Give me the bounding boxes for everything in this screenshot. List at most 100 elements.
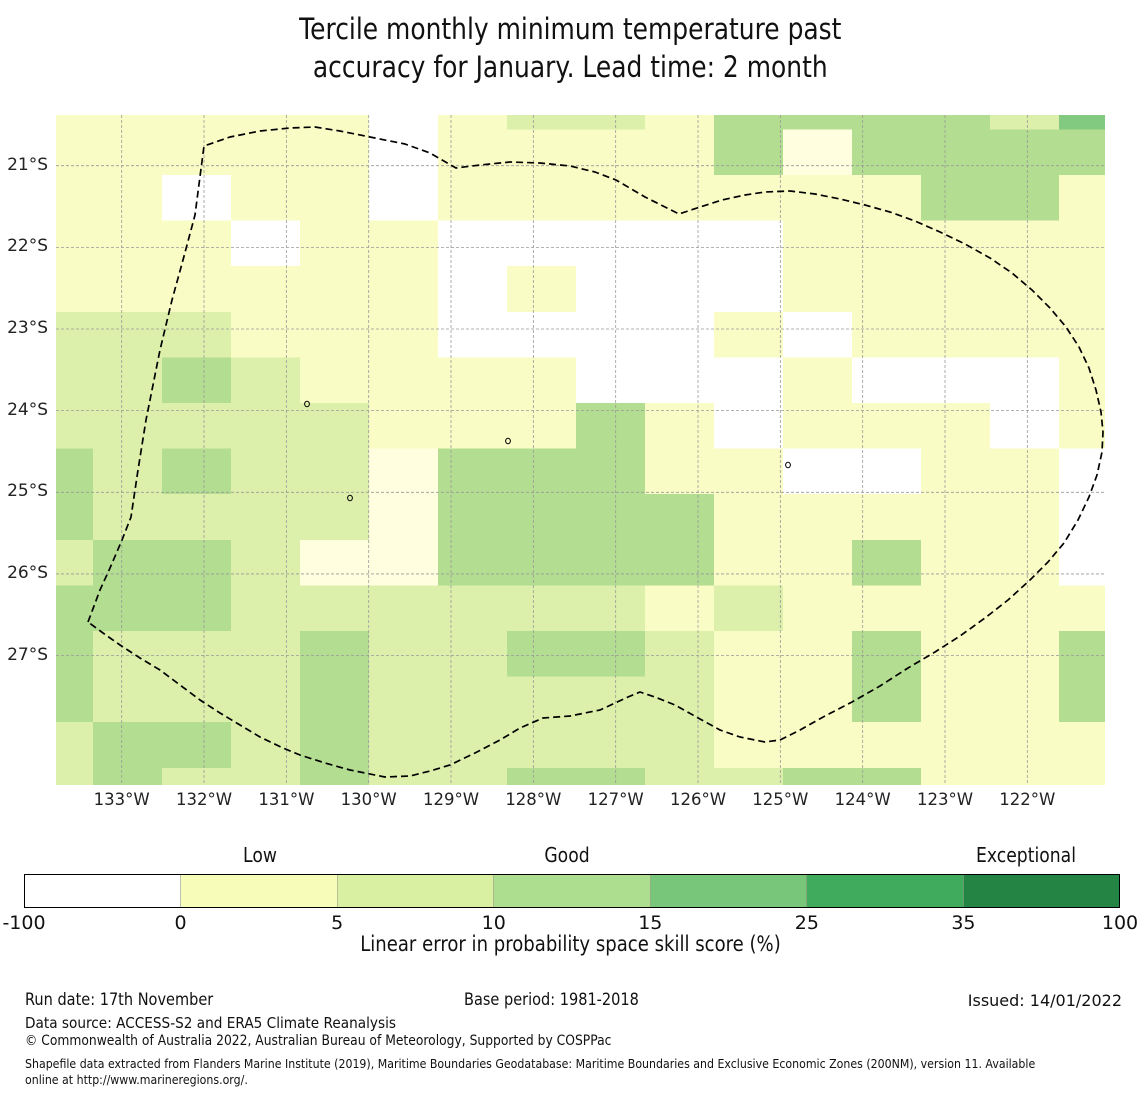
heatmap-cell [300, 175, 369, 221]
heatmap-cell [231, 357, 300, 403]
heatmap-cell [921, 357, 990, 403]
heatmap-cell [852, 494, 921, 540]
heatmap-cell [438, 585, 507, 631]
heatmap-cell [714, 494, 783, 540]
heatmap-cell [576, 494, 645, 540]
heatmap-cell [93, 175, 162, 221]
heatmap-cell [576, 266, 645, 312]
heatmap-cell [645, 539, 714, 586]
heatmap-cell [921, 266, 990, 312]
heatmap-cell [162, 585, 231, 631]
heatmap-cell [56, 631, 93, 677]
heatmap-cell [1059, 448, 1105, 495]
heatmap-cell [162, 767, 231, 785]
heatmap-cell [576, 585, 645, 631]
heatmap-cell [231, 494, 300, 540]
heatmap-cell [300, 357, 369, 403]
heatmap-cell [783, 767, 852, 785]
heatmap-cell [921, 403, 990, 449]
heatmap-cell [852, 129, 921, 175]
colorbar-tick-label: 100 [1101, 912, 1139, 934]
heatmap-cell [438, 266, 507, 312]
lat-tick-label: 26°S [7, 562, 48, 583]
heatmap-cell [231, 403, 300, 449]
heatmap-cell [852, 220, 921, 267]
heatmap-cell [576, 631, 645, 677]
colorbar-tick-label: -100 [2, 912, 46, 934]
colorbar-caption: Linear error in probability space skill … [359, 932, 781, 956]
heatmap-cell [507, 585, 576, 631]
heatmap-cell [438, 220, 507, 267]
lat-tick-label: 22°S [7, 236, 48, 257]
heatmap-cell [990, 631, 1059, 677]
heatmap-cell [369, 115, 438, 130]
heatmap-cell [438, 676, 507, 723]
heatmap-cell [162, 494, 231, 540]
run-date: Run date: 17th November [25, 990, 214, 1009]
heatmap-cell [369, 403, 438, 449]
lat-tick-label: 21°S [7, 154, 48, 175]
issued-date: Issued: 14/01/2022 [967, 991, 1122, 1010]
heatmap-cell [576, 357, 645, 403]
heatmap-cell [56, 585, 93, 631]
heatmap-cell [852, 631, 921, 677]
heatmap-cell [507, 676, 576, 723]
heatmap-cell [56, 448, 93, 495]
heatmap-cell [1059, 767, 1105, 785]
heatmap-cell [1059, 403, 1105, 449]
lat-tick-label: 25°S [7, 481, 48, 502]
heatmap-cell [576, 115, 645, 130]
heatmap-cell [300, 129, 369, 175]
heatmap-cell [714, 311, 783, 358]
heatmap-cell [231, 767, 300, 785]
chart-title-line1: Tercile monthly minimum temperature past [298, 12, 842, 46]
heatmap-cell [507, 220, 576, 267]
heatmap-cell [990, 129, 1059, 175]
lon-tick-label: 125°W [752, 790, 809, 809]
lon-tick-label: 128°W [505, 790, 562, 809]
colorbar-tick-label: 25 [794, 912, 819, 934]
heatmap-cell [852, 266, 921, 312]
heatmap-cell [783, 676, 852, 723]
eez-boundary-dashed [87, 126, 1104, 778]
chart-title: Tercile monthly minimum temperature past… [0, 10, 1140, 86]
heatmap-cell [714, 115, 783, 130]
heatmap-cell [231, 129, 300, 175]
heatmap-cell [162, 129, 231, 175]
heatmap-cell [921, 129, 990, 175]
colorbar-segment-5 [650, 875, 808, 907]
heatmap-cell [162, 539, 231, 586]
heatmap-cell [231, 631, 300, 677]
heatmap-cell [300, 631, 369, 677]
lon-tick-label: 123°W [916, 790, 974, 809]
heatmap-cell [852, 448, 921, 495]
heatmap-cell [576, 539, 645, 586]
heatmap-cell [162, 676, 231, 723]
heatmap-cell [783, 129, 852, 175]
heatmap-cell [714, 175, 783, 221]
heatmap-cell [231, 585, 300, 631]
heatmap-cell [300, 767, 369, 785]
colorbar-tick-label: 10 [481, 912, 506, 934]
heatmap-cell [783, 357, 852, 403]
heatmap-cell [783, 631, 852, 677]
heatmap-cell [300, 722, 369, 768]
heatmap-cell [783, 403, 852, 449]
heatmap-cell [369, 357, 438, 403]
heatmap-cell [93, 767, 162, 785]
heatmap-cell [1059, 631, 1105, 677]
colorbar-segment-3 [337, 875, 495, 907]
heatmap-cell [162, 631, 231, 677]
heatmap-cell [645, 494, 714, 540]
heatmap-cell [56, 175, 93, 221]
heatmap-cell [1059, 722, 1105, 768]
heatmap-cell [1059, 175, 1105, 221]
heatmap-cell [576, 175, 645, 221]
heatmap-cell [93, 311, 162, 358]
heatmap-cell [783, 175, 852, 221]
lat-tick-label: 24°S [7, 399, 48, 420]
heatmap-cell [507, 403, 576, 449]
heatmap-cell [231, 539, 300, 586]
heatmap-cell [93, 539, 162, 586]
heatmap-cell [990, 767, 1059, 785]
